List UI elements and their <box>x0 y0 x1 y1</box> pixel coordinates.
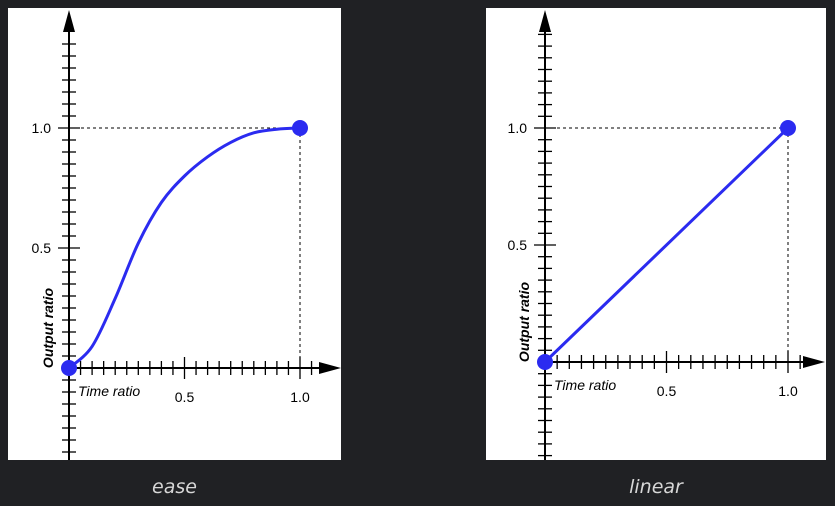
linear-chart: Time ratio Output ratio 0.5 1.0 0.5 1.0 <box>508 10 825 460</box>
y-axis-label: Output ratio <box>40 288 56 369</box>
y-axis-arrow <box>539 10 551 32</box>
y-tick-label: 1.0 <box>508 120 528 136</box>
y-tick-label: 0.5 <box>32 240 52 256</box>
linear-chart-panel: Time ratio Output ratio 0.5 1.0 0.5 1.0 <box>486 8 826 460</box>
y-tick-label: 1.0 <box>32 120 52 136</box>
x-axis-label: Time ratio <box>554 377 616 393</box>
y-axis-arrow <box>63 10 75 32</box>
chart-caption: linear <box>629 476 683 498</box>
ease-chart: Time ratio Output ratio 0.5 1.0 0.5 1.0 <box>32 10 341 460</box>
x-axis-arrow <box>803 356 825 368</box>
y-tick-label: 0.5 <box>508 237 528 253</box>
x-tick-label: 1.0 <box>778 383 798 399</box>
y-axis-label: Output ratio <box>516 282 532 363</box>
series-line <box>543 126 790 364</box>
x-tick-label: 1.0 <box>290 389 310 405</box>
endpoint-marker <box>780 120 796 136</box>
x-tick-label: 0.5 <box>657 383 677 399</box>
ease-chart-panel: Time ratio Output ratio 0.5 1.0 0.5 1.0 <box>8 8 341 460</box>
chart-caption: ease <box>152 476 197 498</box>
endpoint-marker <box>292 120 308 136</box>
x-axis-label: Time ratio <box>78 383 140 399</box>
x-axis-arrow <box>319 362 341 374</box>
series-line <box>67 126 301 370</box>
x-tick-label: 0.5 <box>175 389 195 405</box>
endpoint-marker <box>61 360 77 376</box>
endpoint-marker <box>537 354 553 370</box>
